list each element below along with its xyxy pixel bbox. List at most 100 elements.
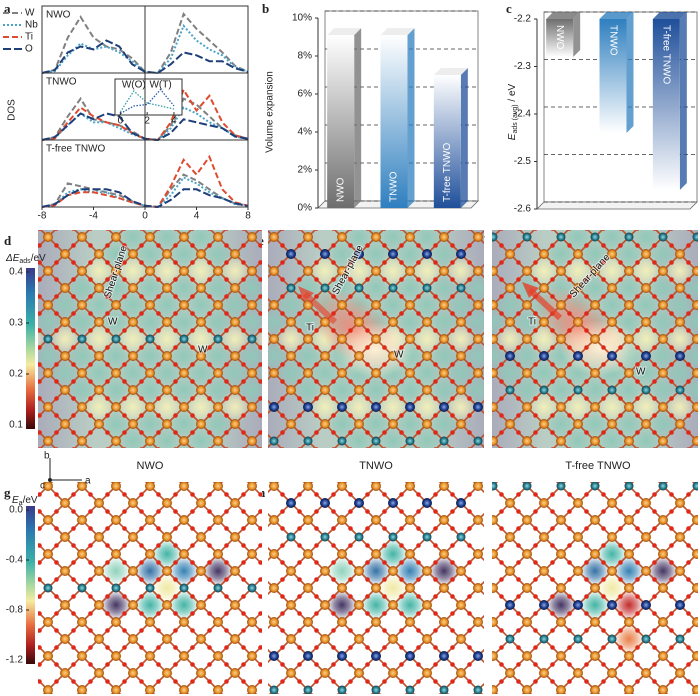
metal-atom bbox=[388, 600, 398, 610]
metal-atom bbox=[522, 436, 532, 446]
metal-atom bbox=[658, 515, 668, 525]
oxygen-atom bbox=[54, 430, 59, 435]
oxygen-atom bbox=[224, 396, 229, 401]
oxygen-atom bbox=[280, 413, 285, 418]
oxygen-atom bbox=[484, 430, 489, 435]
oxygen-atom bbox=[382, 594, 387, 599]
metal-atom bbox=[642, 386, 651, 395]
metal-atom bbox=[440, 437, 449, 446]
metal-atom bbox=[286, 249, 296, 259]
oxygen-atom bbox=[484, 509, 489, 514]
oxygen-atom bbox=[618, 560, 623, 565]
metal-atom bbox=[522, 266, 532, 276]
metal-atom bbox=[303, 583, 313, 593]
oxygen-atom bbox=[173, 594, 178, 599]
oxygen-atom bbox=[71, 464, 76, 469]
oxygen-atom bbox=[399, 560, 404, 565]
oxygen-atom bbox=[618, 362, 623, 367]
oxygen-atom bbox=[348, 662, 353, 667]
oxygen-atom bbox=[207, 509, 212, 514]
oxygen-atom bbox=[669, 226, 674, 231]
metal-atom bbox=[440, 686, 449, 695]
oxygen-atom bbox=[533, 594, 538, 599]
oxygen-atom bbox=[533, 413, 538, 418]
oxygen-atom bbox=[365, 645, 370, 650]
oxygen-atom bbox=[382, 362, 387, 367]
oxygen-atom bbox=[258, 379, 263, 384]
oxygen-atom bbox=[122, 379, 127, 384]
bond bbox=[510, 458, 527, 475]
oxygen-atom bbox=[601, 447, 606, 452]
oxygen-atom bbox=[122, 277, 127, 282]
y-tick-label: 4% bbox=[298, 127, 313, 138]
oxygen-atom bbox=[139, 492, 144, 497]
metal-atom bbox=[43, 232, 53, 242]
metal-atom bbox=[505, 419, 515, 429]
oxygen-atom bbox=[652, 260, 657, 265]
oxygen-atom bbox=[499, 509, 504, 514]
oxygen-atom bbox=[105, 594, 110, 599]
metal-atom bbox=[230, 464, 240, 474]
oxygen-atom bbox=[37, 311, 42, 316]
oxygen-atom bbox=[263, 526, 268, 531]
oxygen-atom bbox=[297, 526, 302, 531]
oxygen-atom bbox=[241, 362, 246, 367]
metal-atom bbox=[252, 453, 262, 463]
oxygen-atom bbox=[499, 611, 504, 616]
colorbar bbox=[26, 506, 35, 664]
oxygen-atom bbox=[88, 396, 93, 401]
metal-atom bbox=[128, 634, 138, 644]
bond bbox=[257, 452, 274, 469]
oxygen-atom bbox=[516, 430, 521, 435]
oxygen-atom bbox=[263, 628, 268, 633]
oxygen-atom bbox=[652, 328, 657, 333]
metal-atom bbox=[44, 335, 53, 344]
metal-atom bbox=[556, 368, 566, 378]
metal-atom bbox=[607, 351, 617, 361]
metal-atom bbox=[111, 436, 121, 446]
oxygen-atom bbox=[484, 277, 489, 282]
metal-atom bbox=[624, 651, 634, 661]
oxygen-atom bbox=[399, 464, 404, 469]
oxygen-atom bbox=[348, 294, 353, 299]
oxygen-atom bbox=[450, 492, 455, 497]
oxygen-atom bbox=[433, 458, 438, 463]
oxygen-atom bbox=[331, 345, 336, 350]
oxygen-atom bbox=[416, 362, 421, 367]
metal-atom bbox=[474, 437, 483, 446]
x-tick-label: -8 bbox=[38, 211, 47, 222]
oxygen-atom bbox=[297, 277, 302, 282]
oxygen-atom bbox=[516, 526, 521, 531]
oxygen-atom bbox=[280, 662, 285, 667]
metal-atom bbox=[264, 453, 274, 463]
metal-atom bbox=[522, 685, 532, 695]
oxygen-atom bbox=[139, 475, 144, 480]
oxygen-atom bbox=[139, 628, 144, 633]
oxygen-atom bbox=[601, 362, 606, 367]
oxygen-atom bbox=[365, 543, 370, 548]
oxygen-atom bbox=[635, 447, 640, 452]
oxygen-atom bbox=[499, 662, 504, 667]
oxygen-atom bbox=[433, 611, 438, 616]
oxygen-atom bbox=[122, 509, 127, 514]
oxygen-atom bbox=[105, 475, 110, 480]
oxygen-atom bbox=[224, 294, 229, 299]
y-tick-label: 6% bbox=[298, 89, 313, 100]
oxygen-atom bbox=[686, 492, 691, 497]
metal-atom bbox=[162, 351, 172, 361]
metal-atom bbox=[43, 368, 53, 378]
metal-atom bbox=[625, 233, 634, 242]
oxygen-atom bbox=[37, 379, 42, 384]
oxygen-atom bbox=[399, 509, 404, 514]
oxygen-atom bbox=[516, 396, 521, 401]
y-tick-label: -2.5 bbox=[514, 156, 532, 167]
metal-atom bbox=[230, 634, 240, 644]
chart-layer: NWOTNWOW(O)W(T)024T-free TNWO-8-4048WNbT… bbox=[3, 6, 697, 222]
oxygen-atom bbox=[263, 679, 268, 684]
oxygen-atom bbox=[499, 645, 504, 650]
bond bbox=[495, 452, 512, 469]
metal-atom bbox=[506, 635, 515, 644]
metal-atom bbox=[574, 635, 583, 644]
oxygen-atom bbox=[173, 492, 178, 497]
metal-atom bbox=[111, 300, 121, 310]
